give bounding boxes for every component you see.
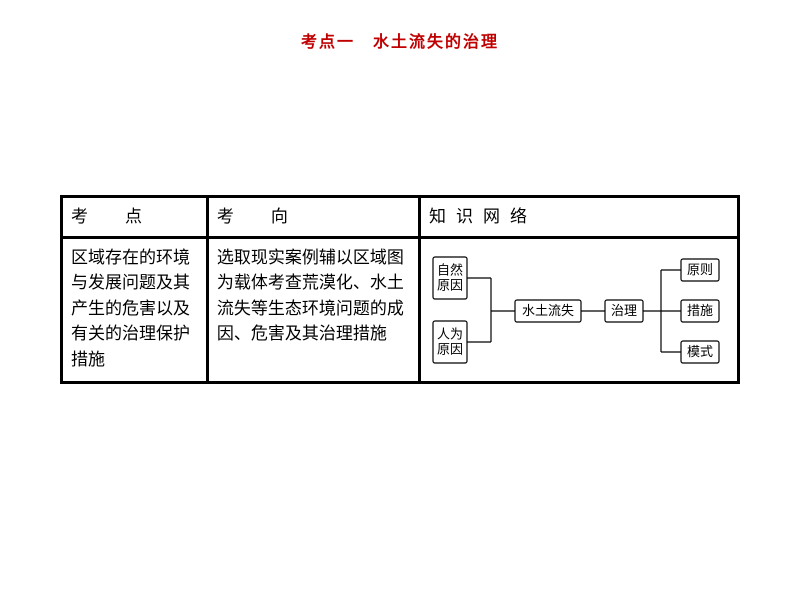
svg-text:措施: 措施 <box>687 302 713 317</box>
main-table: 考 点 考 向 知识网络 区域存在的环境与发展问题及其产生的危害以及有关的治理保… <box>60 195 740 384</box>
svg-text:原则: 原则 <box>687 261 713 276</box>
table-body-row: 区域存在的环境与发展问题及其产生的危害以及有关的治理保护措施 选取现实案例辅以区… <box>62 237 739 382</box>
svg-text:治理: 治理 <box>611 302 637 317</box>
knowledge-network-diagram: 自然原因人为原因水土流失治理原则措施模式 <box>429 245 729 375</box>
page-title: 考点一 水土流失的治理 <box>0 28 800 52</box>
svg-text:人为: 人为 <box>437 326 463 341</box>
cell-kx: 选取现实案例辅以区域图为载体考查荒漠化、水土流失等生态环境问题的成因、危害及其治… <box>207 237 419 382</box>
svg-text:自然: 自然 <box>437 262 463 277</box>
svg-text:模式: 模式 <box>687 343 713 358</box>
svg-text:原因: 原因 <box>437 341 463 356</box>
header-kx: 考 向 <box>207 197 419 238</box>
table-header-row: 考 点 考 向 知识网络 <box>62 197 739 238</box>
header-kd: 考 点 <box>62 197 208 238</box>
svg-text:水土流失: 水土流失 <box>522 302 574 317</box>
header-net: 知识网络 <box>420 197 739 238</box>
cell-kd: 区域存在的环境与发展问题及其产生的危害以及有关的治理保护措施 <box>62 237 208 382</box>
cell-diagram: 自然原因人为原因水土流失治理原则措施模式 <box>420 237 739 382</box>
svg-text:原因: 原因 <box>437 277 463 292</box>
